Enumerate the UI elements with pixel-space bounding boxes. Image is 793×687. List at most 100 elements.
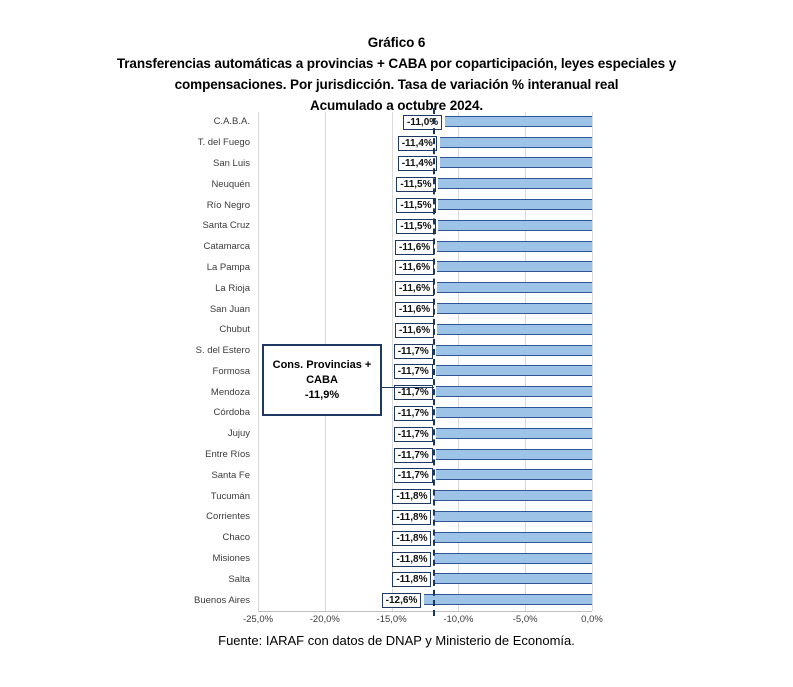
chart-title-block: Gráfico 6 Transferencias automáticas a p… <box>0 32 793 116</box>
callout-line-1: Cons. Provincias + <box>272 358 372 371</box>
bar-11[interactable] <box>435 344 592 356</box>
category-label-9: San Juan <box>209 303 250 315</box>
data-label-17: -11,7% <box>393 468 433 484</box>
bar-2[interactable] <box>439 157 592 169</box>
x-tick-label-2: -15,0% <box>376 614 407 625</box>
bar-19[interactable] <box>434 510 592 522</box>
bar-22[interactable] <box>434 573 592 585</box>
bar-20[interactable] <box>434 531 592 543</box>
bar-9[interactable] <box>437 303 592 315</box>
bar-row: -11,7% <box>258 382 592 403</box>
category-label-3: Neuquén <box>211 178 250 190</box>
reference-line <box>433 108 436 616</box>
data-label-0: -11,0% <box>403 114 443 130</box>
bar-row: -11,6% <box>258 299 592 320</box>
bar-13[interactable] <box>435 386 592 398</box>
bar-1[interactable] <box>439 136 592 148</box>
callout-connector-line <box>382 387 434 388</box>
bar-row: -11,0% <box>258 112 592 133</box>
data-label-23: -12,6% <box>381 593 422 609</box>
bar-23[interactable] <box>423 594 592 606</box>
bar-16[interactable] <box>435 448 592 460</box>
data-label-12: -11,7% <box>393 364 433 380</box>
bar-7[interactable] <box>437 261 592 273</box>
bar-17[interactable] <box>435 469 592 481</box>
category-label-7: La Pampa <box>206 261 250 273</box>
category-label-8: La Rioja <box>215 282 250 294</box>
bar-row: -11,5% <box>258 195 592 216</box>
bar-row: -11,7% <box>258 445 592 466</box>
data-label-1: -11,4% <box>397 135 437 151</box>
bar-6[interactable] <box>437 240 592 252</box>
y-axis-category-labels: C.A.B.A. T. del Fuego San Luis Neuquén Río N… <box>150 112 250 611</box>
bar-row: -11,7% <box>258 403 592 424</box>
data-label-14: -11,7% <box>393 405 433 421</box>
bar-row: -11,6% <box>258 258 592 279</box>
consolidated-callout-box: Cons. Provincias + CABA -11,9% <box>262 344 382 416</box>
category-label-12: Formosa <box>212 365 250 377</box>
category-label-0: C.A.B.A. <box>213 116 250 128</box>
data-label-19: -11,8% <box>392 509 432 525</box>
category-label-1: T. del Fuego <box>197 137 250 149</box>
bar-18[interactable] <box>434 490 592 502</box>
data-label-6: -11,6% <box>395 239 435 255</box>
bar-15[interactable] <box>435 427 592 439</box>
chart-plot-area: -11,0% -11,4% -11,4% -11,5% -11,5% -11,5% -11,… <box>0 108 793 616</box>
bar-row: -11,6% <box>258 320 592 341</box>
bar-5[interactable] <box>438 219 592 231</box>
data-label-15: -11,7% <box>393 426 433 442</box>
x-tick-label-3: -10,0% <box>443 614 474 625</box>
bar-12[interactable] <box>435 365 592 377</box>
bar-0[interactable] <box>445 115 592 127</box>
chart-title-line-4: Acumulado a octubre 2024. <box>309 98 484 113</box>
x-axis-line <box>258 611 592 612</box>
bar-14[interactable] <box>435 406 592 418</box>
data-label-21: -11,8% <box>392 551 432 567</box>
category-label-11: S. del Estero <box>195 345 250 357</box>
data-label-13: -11,7% <box>393 385 433 401</box>
chart-title-line-2: Transferencias automáticas a provincias … <box>116 56 677 71</box>
bar-row: -11,6% <box>258 237 592 258</box>
data-label-11: -11,7% <box>393 343 433 359</box>
source-note: Fuente: IARAF con datos de DNAP y Minist… <box>218 633 575 648</box>
bar-row: -11,5% <box>258 174 592 195</box>
category-label-19: Corrientes <box>206 511 250 523</box>
bar-row: -11,8% <box>258 507 592 528</box>
chart-title-line-1: Gráfico 6 <box>367 35 426 50</box>
data-label-18: -11,8% <box>392 489 432 505</box>
bar-8[interactable] <box>437 282 592 294</box>
bar-row: -11,4% <box>258 133 592 154</box>
bar-row: -11,8% <box>258 486 592 507</box>
bar-21[interactable] <box>434 552 592 564</box>
bar-row: -11,7% <box>258 424 592 445</box>
category-label-22: Salta <box>228 573 250 585</box>
category-label-10: Chubut <box>219 324 250 336</box>
category-label-21: Misiones <box>212 553 251 565</box>
bar-row: -11,8% <box>258 549 592 570</box>
category-label-18: Tucumán <box>210 490 250 502</box>
bar-row: -11,8% <box>258 569 592 590</box>
gridline-0 <box>258 112 259 611</box>
chart-title-line-3: compensaciones. Por jurisdicción. Tasa d… <box>174 77 619 92</box>
category-label-23: Buenos Aires <box>194 594 250 606</box>
category-label-5: Santa Cruz <box>202 220 250 232</box>
callout-line-2: CABA <box>306 373 338 386</box>
bar-3[interactable] <box>438 178 592 190</box>
bar-10[interactable] <box>437 323 592 335</box>
data-label-9: -11,6% <box>395 302 435 318</box>
data-label-20: -11,8% <box>392 530 432 546</box>
callout-value: -11,9% <box>304 388 340 401</box>
x-tick-label-1: -20,0% <box>309 614 340 625</box>
category-label-16: Entre Ríos <box>205 449 250 461</box>
data-label-2: -11,4% <box>397 156 437 172</box>
category-label-20: Chaco <box>222 532 250 544</box>
data-label-5: -11,5% <box>396 218 436 234</box>
bar-row: -11,7% <box>258 362 592 383</box>
bar-row: -11,5% <box>258 216 592 237</box>
bar-row: -11,7% <box>258 341 592 362</box>
gridline-5 <box>592 112 593 611</box>
bar-4[interactable] <box>438 199 592 211</box>
bar-plot: -11,0% -11,4% -11,4% -11,5% -11,5% -11,5% -11,… <box>258 108 593 616</box>
gridline-2 <box>391 112 393 611</box>
data-label-3: -11,5% <box>396 177 436 193</box>
